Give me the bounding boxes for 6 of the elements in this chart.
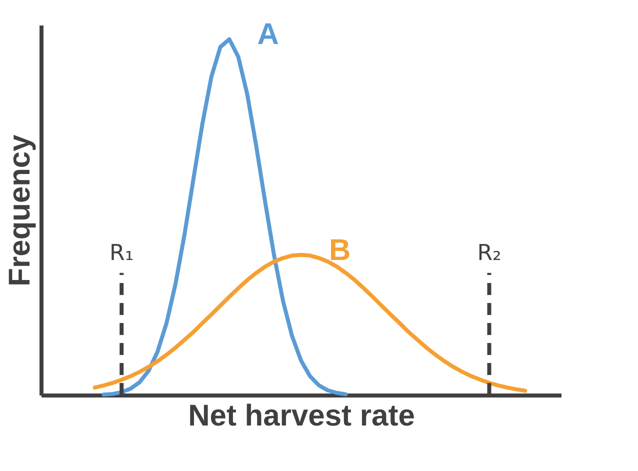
series-label: B (329, 234, 351, 267)
x-axis-title: Net harvest rate (188, 400, 415, 432)
y-axis-title: Frequency (4, 134, 36, 286)
series-label: A (257, 18, 279, 52)
annotation: R₁ (110, 240, 134, 266)
annotation: R₂ (477, 240, 502, 266)
